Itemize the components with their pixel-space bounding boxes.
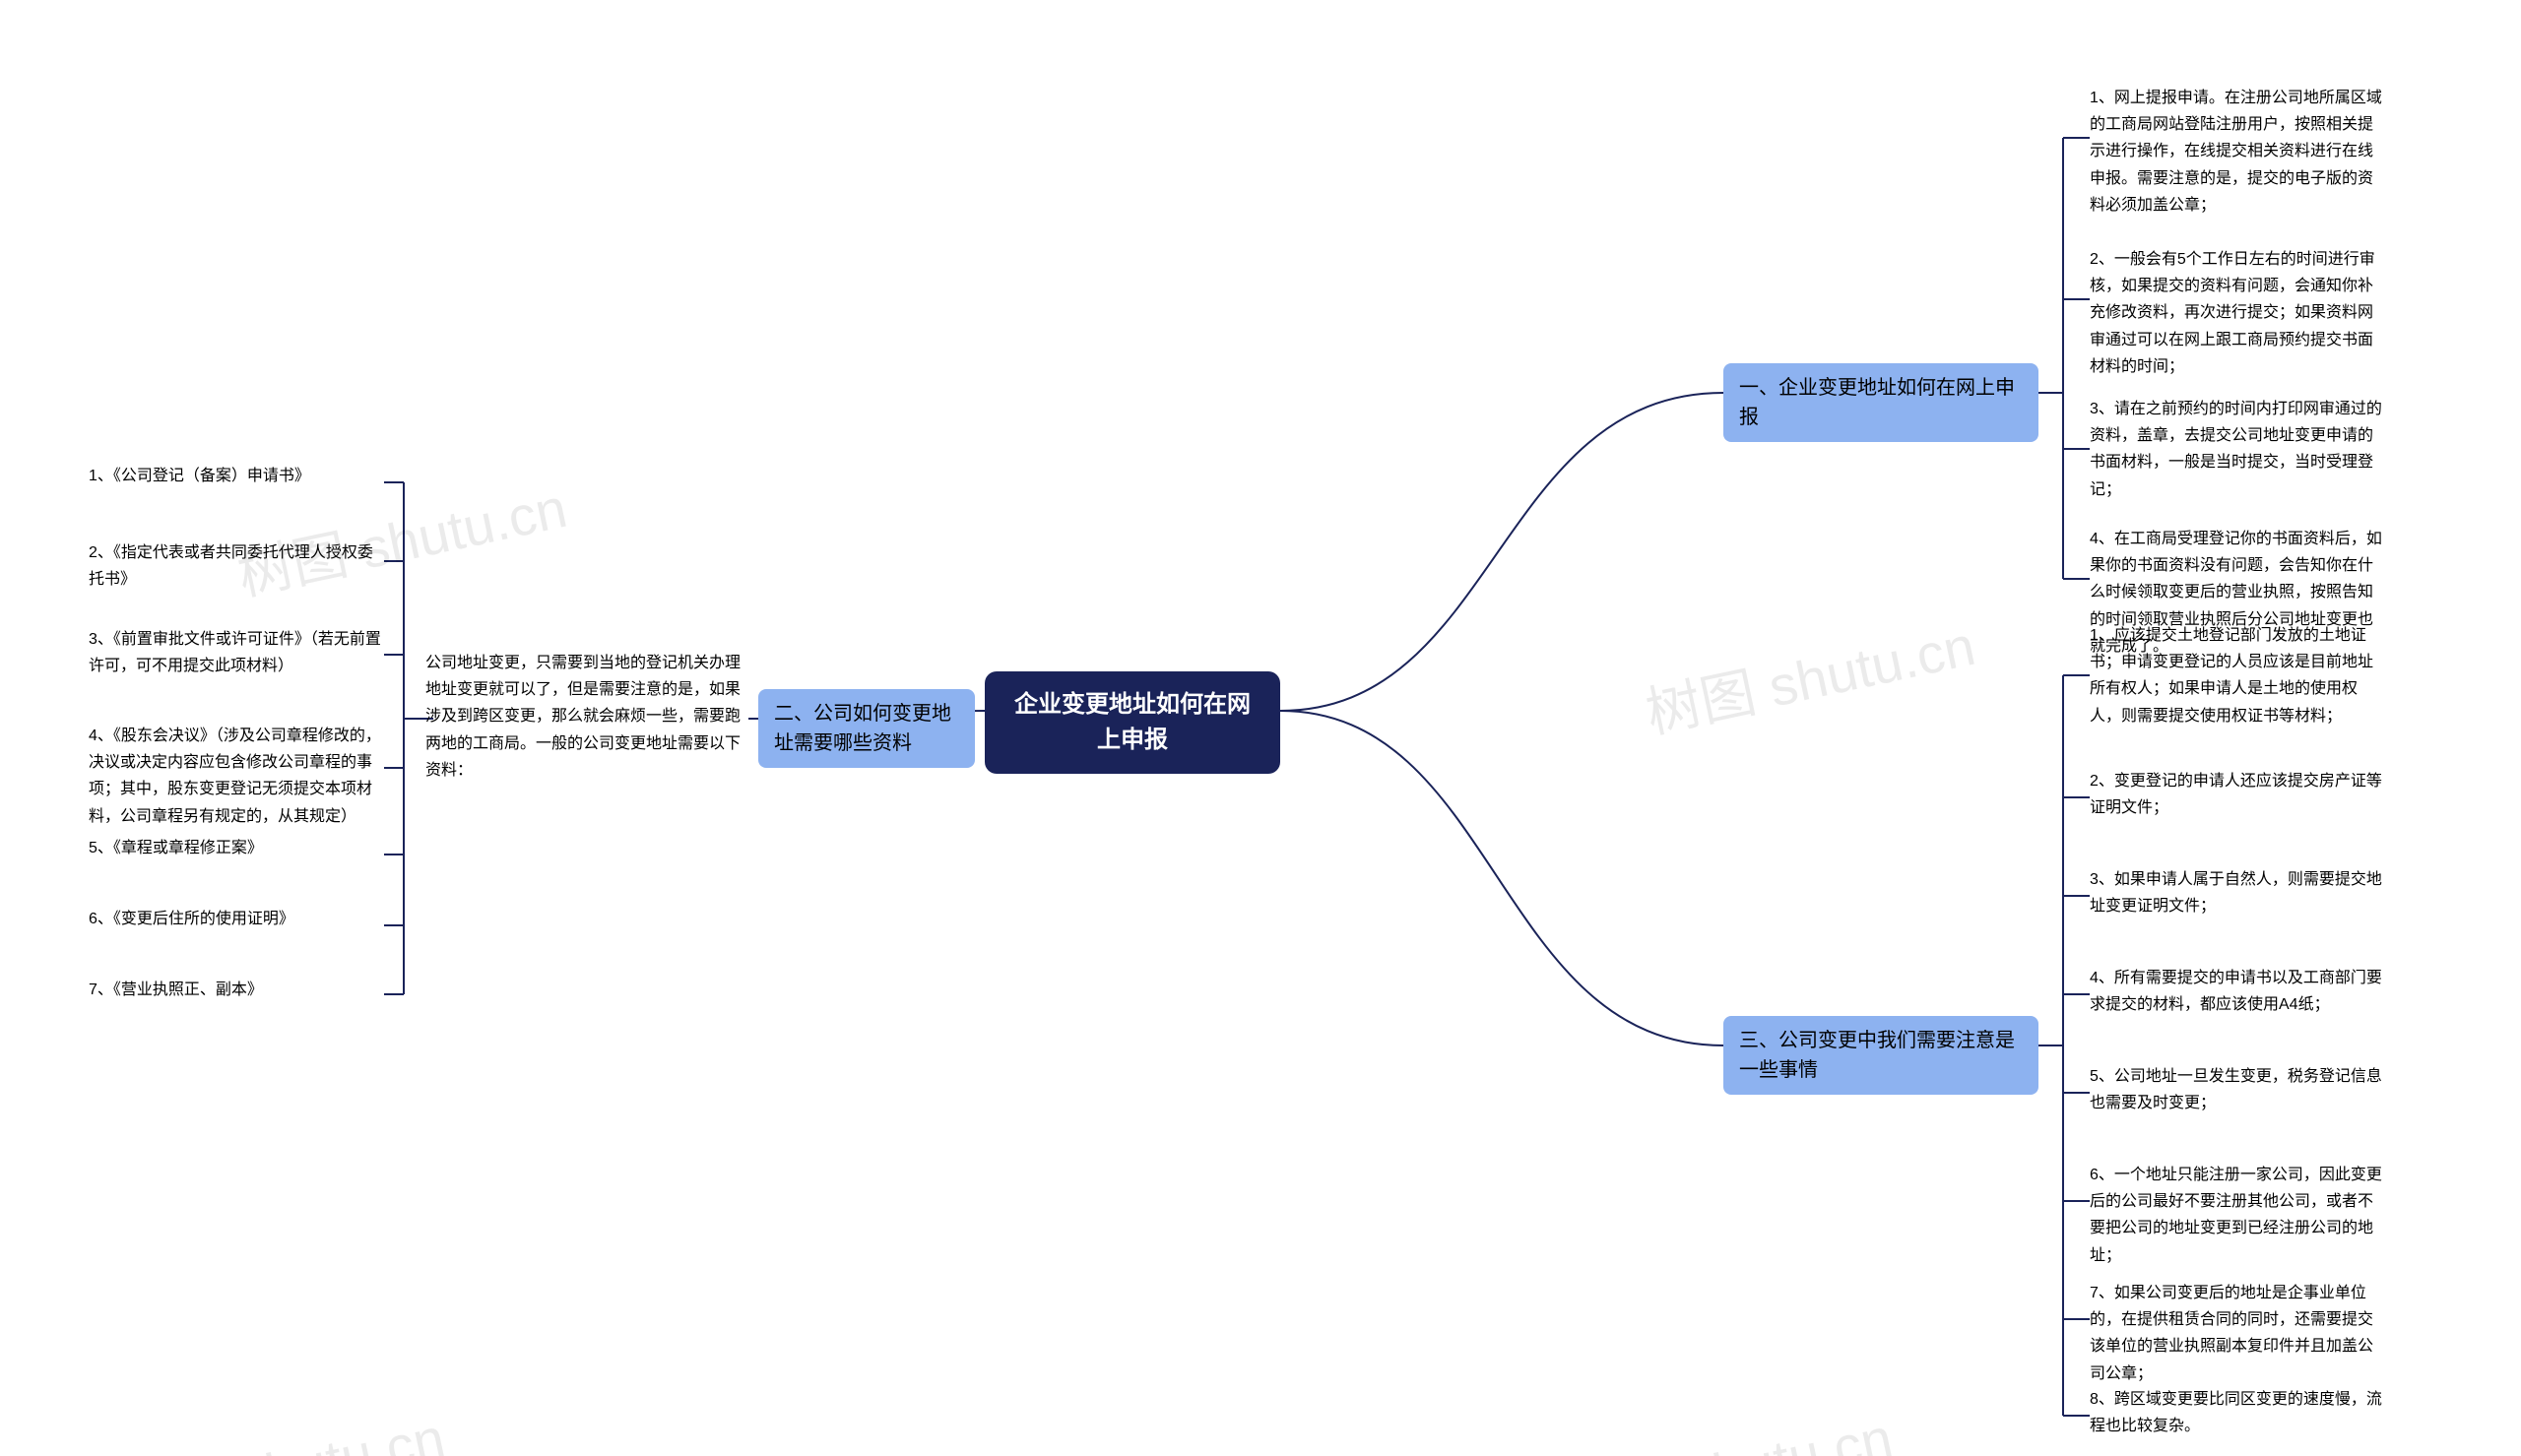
section-2-item-3: 3、《前置审批文件或许可证件》（若无前置许可，可不用提交此项材料） [89, 626, 384, 679]
section-2-item-1: 1、《公司登记（备案）申请书》 [89, 463, 384, 489]
root-label: 企业变更地址如何在网上申报 [1014, 691, 1251, 753]
watermark: shutu.cn [1680, 1405, 1898, 1456]
section-2-mid: 公司地址变更，只需要到当地的登记机关办理地址变更就可以了，但是需要注意的是，如果… [425, 650, 741, 784]
section-3-item-8: 8、跨区域变更要比同区变更的速度慢，流程也比较复杂。 [2090, 1386, 2385, 1439]
section-2-item-2: 2、《指定代表或者共同委托代理人授权委托书》 [89, 539, 384, 593]
section-1-node: 一、企业变更地址如何在网上申报 [1723, 363, 2038, 442]
section-3-item-3: 3、如果申请人属于自然人，则需要提交地址变更证明文件； [2090, 866, 2385, 919]
mindmap-canvas: 企业变更地址如何在网上申报 一、企业变更地址如何在网上申报 1、网上提报申请。在… [0, 0, 2521, 1456]
section-1-item-1: 1、网上提报申请。在注册公司地所属区域的工商局网站登陆注册用户，按照相关提示进行… [2090, 85, 2385, 219]
section-3-item-5: 5、公司地址一旦发生变更，税务登记信息也需要及时变更； [2090, 1063, 2385, 1116]
section-2-item-4: 4、《股东会决议》（涉及公司章程修改的，决议或决定内容应包含修改公司章程的事项；… [89, 723, 384, 830]
section-3-item-1: 1、应该提交土地登记部门发放的土地证书；申请变更登记的人员应该是目前地址所有权人… [2090, 622, 2385, 729]
watermark: shutu.cn [232, 1405, 450, 1456]
section-2-node: 二、公司如何变更地址需要哪些资料 [758, 689, 975, 768]
section-3-item-6: 6、一个地址只能注册一家公司，因此变更后的公司最好不要注册其他公司，或者不要把公… [2090, 1162, 2385, 1269]
section-2-item-7: 7、《营业执照正、副本》 [89, 977, 384, 1003]
section-1-title: 一、企业变更地址如何在网上申报 [1739, 377, 2015, 428]
section-3-item-4: 4、所有需要提交的申请书以及工商部门要求提交的材料，都应该使用A4纸； [2090, 965, 2385, 1018]
section-2-title: 二、公司如何变更地址需要哪些资料 [774, 703, 951, 754]
section-3-item-7: 7、如果公司变更后的地址是企事业单位的，在提供租赁合同的同时，还需要提交该单位的… [2090, 1280, 2385, 1387]
section-3-node: 三、公司变更中我们需要注意是一些事情 [1723, 1016, 2038, 1095]
section-2-item-6: 6、《变更后住所的使用证明》 [89, 906, 384, 932]
section-3-item-2: 2、变更登记的申请人还应该提交房产证等证明文件； [2090, 768, 2385, 821]
root-node: 企业变更地址如何在网上申报 [985, 671, 1280, 774]
section-2-item-5: 5、《章程或章程修正案》 [89, 835, 384, 861]
section-1-item-2: 2、一般会有5个工作日左右的时间进行审核，如果提交的资料有问题，会通知你补充修改… [2090, 246, 2385, 380]
watermark: 树图 shutu.cn [1638, 601, 1981, 749]
section-1-item-3: 3、请在之前预约的时间内打印网审通过的资料，盖章，去提交公司地址变更申请的书面材… [2090, 396, 2385, 503]
section-3-title: 三、公司变更中我们需要注意是一些事情 [1739, 1030, 2015, 1081]
